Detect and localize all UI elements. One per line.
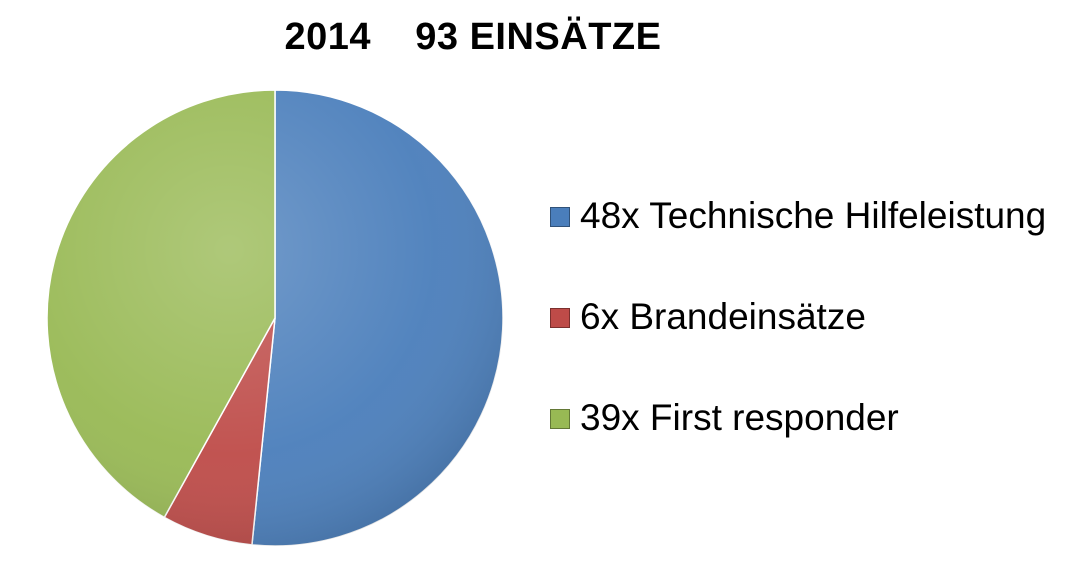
legend-label: 6x Brandeinsätze	[580, 296, 866, 337]
chart-title: 2014 93 EINSÄTZE	[284, 16, 662, 58]
pie-slices	[46, 89, 504, 547]
pie-slice-0	[251, 89, 504, 547]
legend-label: 39x First responder	[580, 397, 899, 438]
legend: 48x Technische Hilfeleistung 6x Brandein…	[550, 190, 1046, 493]
legend-swatch-blue	[550, 207, 570, 227]
legend-item-brandeinsaetze: 6x Brandeinsätze	[550, 291, 1046, 392]
legend-swatch-red	[550, 308, 570, 328]
legend-item-first-responder: 39x First responder	[550, 392, 1046, 493]
legend-swatch-green	[550, 409, 570, 429]
legend-item-technische-hilfeleistung: 48x Technische Hilfeleistung	[550, 190, 1046, 291]
legend-label: 48x Technische Hilfeleistung	[580, 195, 1047, 236]
